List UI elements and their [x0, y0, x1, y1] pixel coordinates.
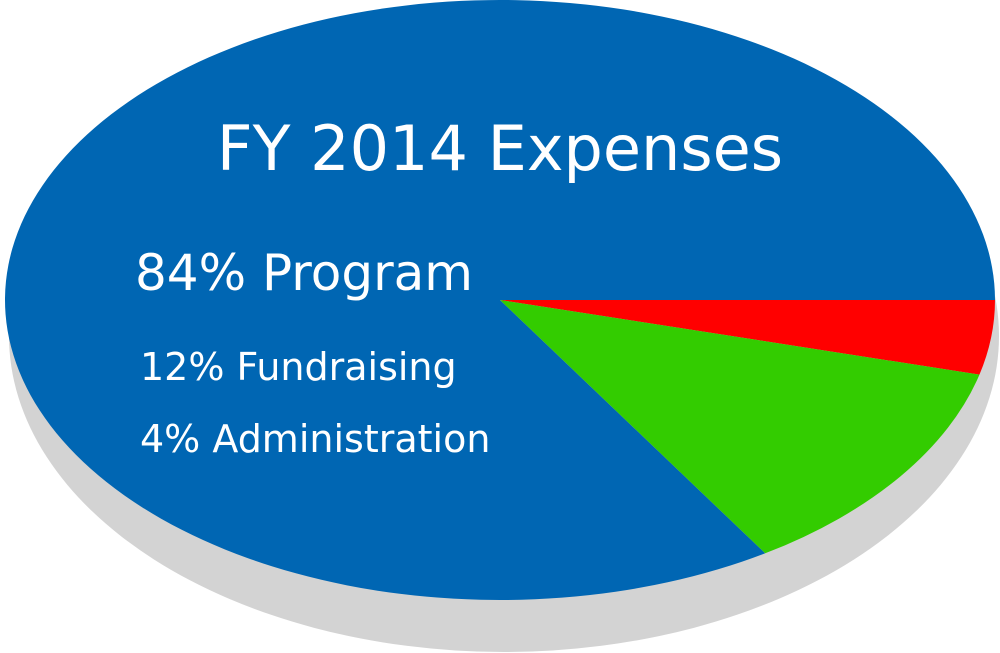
pie-slices — [5, 0, 995, 600]
slice-label-administration: 4% Administration — [140, 417, 490, 461]
pie-slice-fundraising — [500, 300, 980, 554]
slice-label-program: 84% Program — [135, 244, 473, 302]
pie-slice-program — [5, 0, 995, 600]
pie-slice-administration — [500, 300, 995, 375]
chart-title: FY 2014 Expenses — [217, 112, 783, 185]
slice-label-fundraising: 12% Fundraising — [140, 345, 457, 389]
